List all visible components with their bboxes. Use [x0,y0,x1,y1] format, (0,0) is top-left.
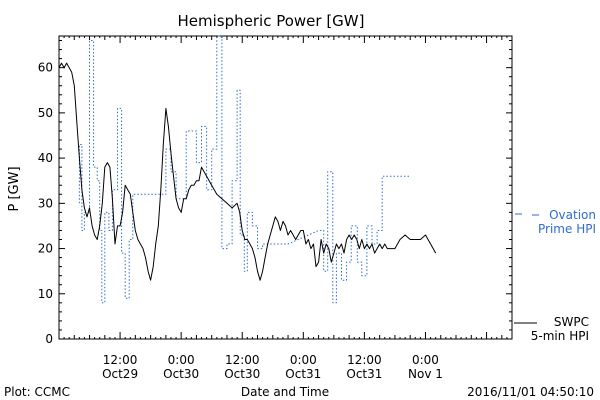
series-layer [58,35,437,304]
y-tick-label: 20 [38,242,53,256]
x-tick-date-label: Oct29 [102,367,138,381]
y-tick-label: 30 [38,196,53,210]
y-tick-label: 0 [45,332,53,346]
legend-ovation-label: Ovation [549,208,596,222]
y-tick-label: 40 [38,151,53,165]
x-tick-date-label: Nov 1 [408,367,443,381]
x-tick-date-label: Oct31 [346,367,382,381]
x-axis-label: Date and Time [241,385,329,399]
x-tick-date-label: Oct30 [224,367,260,381]
y-tick-label: 10 [38,287,53,301]
x-tick-time-label: 0:00 [290,353,317,367]
x-tick-time-label: 12:00 [103,353,138,367]
legend-swpc-label: SWPC [554,315,589,329]
chart-title: Hemispheric Power [GW] [178,12,365,30]
x-tick-time-label: 0:00 [168,353,195,367]
x-tick-time-label: 12:00 [225,353,260,367]
x-tick-time-label: 0:00 [412,353,439,367]
plot-frame [58,35,513,340]
y-axis: 0 10 20 30 40 50 60 [38,40,512,346]
footer-plot-credit: Plot: CCMC [4,385,70,399]
legend-ovation-label-line2: Prime HPI [538,222,596,236]
legend-swpc-label-line2: 5-min HPI [531,329,589,343]
x-tick-date-label: Oct30 [163,367,199,381]
swpc-hpi-line [58,62,437,281]
y-tick-label: 50 [38,106,53,120]
y-axis-label: P [GW] [7,166,22,211]
y-tick-label: 60 [38,61,53,75]
footer-timestamp: 2016/11/01 04:50:10 [467,385,594,399]
x-axis: 12:00Oct290:00Oct3012:00Oct300:00Oct3112… [58,36,513,381]
x-tick-date-label: Oct31 [285,367,321,381]
x-tick-time-label: 12:00 [347,353,382,367]
ovation-prime-hpi-line [78,35,411,304]
